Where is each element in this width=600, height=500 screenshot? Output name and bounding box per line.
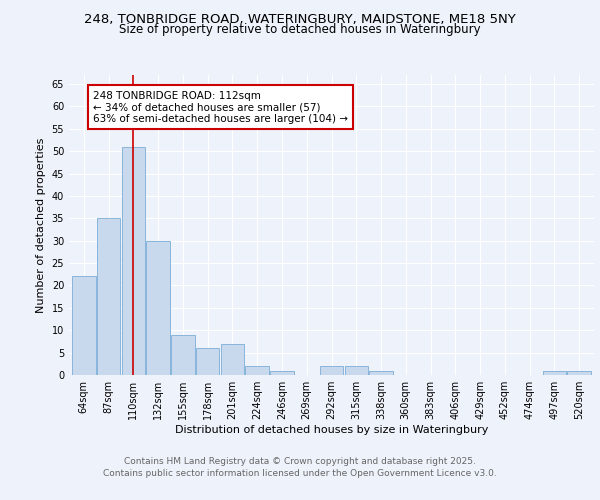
Text: 248 TONBRIDGE ROAD: 112sqm
← 34% of detached houses are smaller (57)
63% of semi: 248 TONBRIDGE ROAD: 112sqm ← 34% of deta… [93,90,348,124]
Bar [221,344,244,375]
Bar [344,366,368,375]
Y-axis label: Number of detached properties: Number of detached properties [36,138,46,312]
Bar [568,370,591,375]
Bar [270,370,294,375]
Bar [146,240,170,375]
Text: Contains public sector information licensed under the Open Government Licence v3: Contains public sector information licen… [103,468,497,477]
Bar [72,276,95,375]
Bar [320,366,343,375]
Text: Size of property relative to detached houses in Wateringbury: Size of property relative to detached ho… [119,22,481,36]
Bar [245,366,269,375]
Bar [542,370,566,375]
Bar [369,370,393,375]
Bar [171,334,194,375]
Bar [196,348,220,375]
Bar [97,218,121,375]
Text: Contains HM Land Registry data © Crown copyright and database right 2025.: Contains HM Land Registry data © Crown c… [124,458,476,466]
Bar [122,146,145,375]
X-axis label: Distribution of detached houses by size in Wateringbury: Distribution of detached houses by size … [175,425,488,435]
Text: 248, TONBRIDGE ROAD, WATERINGBURY, MAIDSTONE, ME18 5NY: 248, TONBRIDGE ROAD, WATERINGBURY, MAIDS… [84,12,516,26]
